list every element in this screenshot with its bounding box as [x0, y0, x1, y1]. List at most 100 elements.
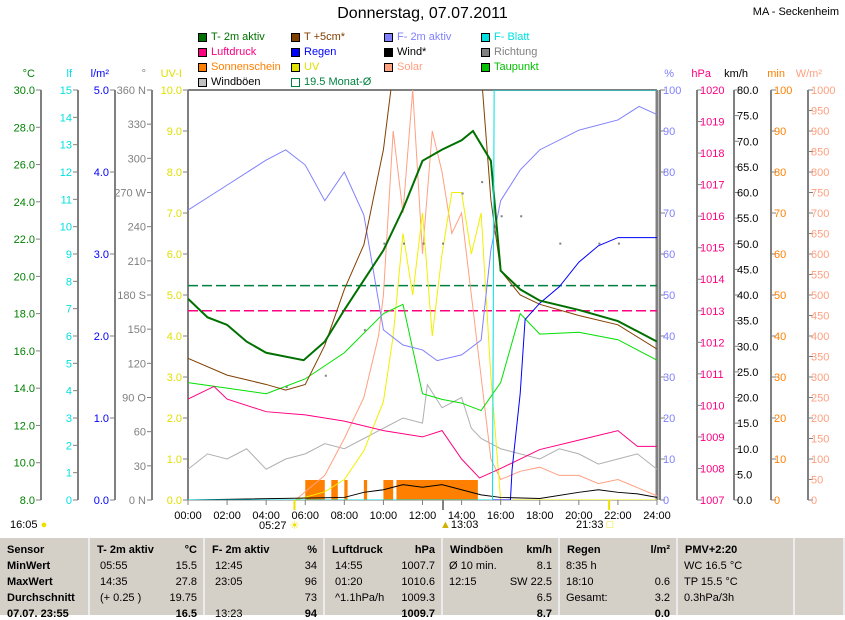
tick-label: 1016: [700, 211, 724, 223]
axis-wind: km/h 0.0 5.0 10.0 15.0 20.0 25.0 30.0 35.0 40.0 45…: [724, 68, 758, 507]
sunshine-duration: 16:05 ●: [10, 519, 47, 531]
tick-label: 12.0: [14, 420, 35, 432]
tick-label: 18.0: [14, 309, 35, 321]
sunshine-bar: [383, 480, 394, 500]
series-t-5cm-: [188, 90, 657, 391]
sunset-marker: 21:33 □: [576, 519, 613, 531]
legend-item: UV: [291, 60, 384, 74]
legend-swatch: [198, 62, 207, 72]
row-label: MaxWert: [7, 576, 53, 588]
tick-label: 0: [66, 495, 72, 507]
table-cell: Gesamt:: [566, 592, 608, 604]
tick-label: 50: [811, 475, 823, 487]
tick-label: 35.0: [737, 316, 758, 328]
column-header: Windböen: [450, 544, 504, 556]
tick-label: 0.0: [167, 495, 182, 507]
legend-swatch: [198, 32, 207, 42]
series-wind-: [188, 484, 657, 500]
x-tick-label: 02:00: [213, 510, 241, 522]
table-value: 6.5: [536, 592, 552, 604]
legend-swatch: [481, 32, 490, 42]
tick-label: 5: [66, 358, 72, 370]
weather-chart: °C8.010.012.014.016.018.020.022.024.026.…: [14, 68, 836, 522]
table-column: [560, 538, 678, 615]
x-tick-label: 12:00: [409, 510, 437, 522]
x-tick-label: 16:00: [487, 510, 515, 522]
tick-label: 1018: [700, 148, 724, 160]
richtung-point: [363, 329, 366, 332]
table-column: [0, 538, 90, 615]
axis-unit-dir: °: [142, 68, 146, 80]
tick-label: 20.0: [14, 271, 35, 283]
tick-label: 550: [811, 270, 829, 282]
tick-label: 1007: [700, 495, 724, 507]
axis-dir: ° 0 N 30 60 90 O 120 150 180 S 210 240 270 W 300 330…: [114, 68, 153, 507]
tick-label: 5.0: [167, 290, 182, 302]
axis-unit-leaf: lf: [67, 68, 73, 80]
tick-label: 1: [66, 468, 72, 480]
column-unit: km/h: [526, 544, 552, 556]
axis-sunmin: min 0 10 20 30 40 50 60 70 80 90 100: [767, 68, 792, 507]
legend-label: Wind*: [397, 46, 427, 58]
axis-unit-wind: km/h: [724, 68, 748, 80]
legend-item: Wind*: [384, 45, 481, 59]
tick-label: 4.0: [167, 331, 182, 343]
tick-label: 180 S: [117, 290, 146, 302]
x-tick-label: 00:00: [174, 510, 202, 522]
tick-label: 20: [663, 413, 675, 425]
legend-label: T- 2m aktiv: [211, 31, 265, 43]
sun-icon: ●: [40, 519, 48, 531]
x-tick-label: 18:00: [526, 510, 554, 522]
tick-label: 50: [774, 290, 786, 302]
tick-label: 0: [811, 495, 817, 507]
table-value: 1009.3: [401, 592, 435, 604]
sunset-time: 21:33: [576, 519, 604, 531]
legend-item: Solar: [384, 60, 481, 74]
sunrise-time: 05:27: [259, 520, 287, 532]
table-value: 8.1: [536, 560, 552, 572]
legend-label: Solar: [397, 61, 423, 73]
legend-swatch: [481, 47, 490, 57]
tick-label: 8.0: [167, 167, 182, 179]
axis-solar: W/m² 0 50 100 150 200 250 300 350 400 450 500 550 600…: [796, 68, 836, 507]
table-column: [205, 538, 325, 615]
legend-swatch: [384, 47, 393, 57]
tick-label: 60.0: [737, 188, 758, 200]
tick-label: 300: [811, 372, 829, 384]
tick-label: 80.0: [737, 85, 758, 97]
tick-label: 2.0: [94, 331, 109, 343]
tick-label: 100: [663, 85, 681, 97]
table-value: 0.6: [654, 576, 670, 588]
column-header: F- 2m aktiv: [212, 544, 270, 556]
tick-label: 600: [811, 249, 829, 261]
tick-label: 1013: [700, 306, 724, 318]
table-value: 96: [304, 576, 317, 588]
richtung-point: [285, 386, 288, 389]
table-value: 34: [304, 560, 317, 572]
tick-label: 0 N: [129, 495, 146, 507]
legend-swatch: [198, 47, 207, 57]
tick-label: 30: [774, 372, 786, 384]
tick-label: 900: [811, 126, 829, 138]
legend-label: 19.5 Monat-Ø: [304, 76, 372, 88]
tick-label: 10.0: [161, 85, 182, 97]
legend: T- 2m aktiv T +5cm* F- 2m aktiv F- Blatt Luf…: [198, 30, 581, 89]
table-cell: 13:23: [215, 608, 243, 620]
tick-label: 30: [663, 372, 675, 384]
tick-label: 300: [128, 153, 146, 165]
tick-label: 90: [774, 126, 786, 138]
table-value: 1010.6: [401, 576, 435, 588]
legend-label: Windböen: [211, 76, 261, 88]
richtung-point: [559, 242, 562, 245]
axis-hum: % 0 10 20 30 40 50 60 70 80 90 100: [659, 68, 681, 507]
richtung-point: [402, 242, 405, 245]
tick-label: 24.0: [14, 197, 35, 209]
series-luftdruck: [188, 385, 657, 479]
x-tick-label: 08:00: [331, 510, 359, 522]
sunshine-duration-value: 16:05: [10, 519, 38, 531]
legend-label: Taupunkt: [494, 61, 539, 73]
tick-label: 270 W: [114, 188, 146, 200]
tick-label: 10.0: [737, 444, 758, 456]
tick-label: 330: [128, 119, 146, 131]
tick-label: 1015: [700, 243, 724, 255]
